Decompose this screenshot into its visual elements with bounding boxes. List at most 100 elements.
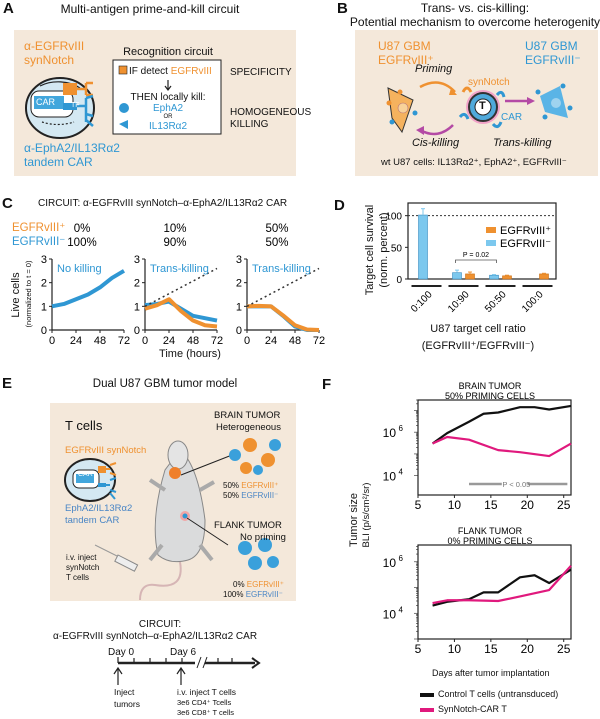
significance-bracket: [455, 259, 497, 263]
x-tick-label: 5: [415, 642, 422, 656]
series-synnotch: [432, 435, 572, 458]
pct-pos: 0%: [74, 223, 91, 235]
pct: 100%: [223, 590, 246, 599]
x-tick-label: 72: [211, 335, 223, 347]
e-car-label-line2: tandem CAR: [65, 515, 120, 526]
target-il13ra2: IL13Rα2: [148, 121, 188, 132]
y-tick-label: 2: [134, 278, 140, 290]
name: EGFRvIII⁺: [246, 580, 284, 589]
wt-u87-footnote: wt U87 cells: IL13Rα2⁺, EphA2⁺, EGFRvIII…: [381, 157, 567, 168]
if-text: IF detect: [129, 66, 171, 77]
brain-pct-pos: 50% EGFRvIII⁺: [223, 481, 278, 490]
y-tick-label: 0: [236, 325, 242, 337]
f-xlabel: Days after tumor implantation: [432, 668, 550, 678]
x-tick-label: 15: [484, 642, 498, 656]
y-tick-label: 1: [41, 301, 47, 313]
e-circuit-title: CIRCUIT:: [138, 619, 182, 630]
panel-a-title: Multi-antigen prime-and-kill circuit: [60, 2, 240, 16]
synnotch-label-line2: synNotch: [24, 53, 75, 67]
y-tick-label: 1: [236, 301, 242, 313]
car-label: CAR: [501, 112, 523, 123]
legend-swatch: [486, 227, 496, 233]
subplot-title: 0% PRIMING CELLS: [447, 536, 532, 546]
or-text: OR: [163, 114, 173, 120]
panel-b-label: B: [337, 0, 348, 17]
y-tick-label: 10: [383, 607, 397, 621]
d-xlabel2: (EGFRvIII⁺/EGFRvIII⁻): [421, 340, 535, 352]
series-control: [431, 404, 572, 445]
x-tick-label: 10: [448, 498, 462, 512]
trans-killing-label: Trans-killing: [493, 137, 552, 149]
y-tick-label: 10: [383, 556, 397, 570]
day6-label: Day 6: [170, 647, 197, 658]
x-tick-label: 0: [244, 335, 250, 347]
x-tick-label: 24: [163, 335, 175, 347]
if-detect-text: IF detect EGFRvIII: [129, 66, 212, 78]
egfrviii-neg-cell-line2: EGFRvIII⁻: [525, 53, 581, 67]
x-tick-label: 0: [49, 335, 55, 347]
panel-b-title-line1: Trans- vs. cis-killing:: [420, 1, 530, 15]
y-tick-label: 3: [134, 254, 140, 266]
subplot-title: FLANK TUMOR: [458, 526, 523, 536]
y-tick-label: 3: [236, 254, 242, 266]
legend-synnotch: SynNotch-CAR T: [438, 704, 507, 714]
series-reference: [144, 267, 218, 307]
pct-neg: 50%: [265, 237, 288, 249]
panel-c-circuit: CIRCUIT: α-EGFRvIII synNotch–α-EphA2/IL1…: [38, 198, 288, 209]
pct: 50%: [223, 491, 242, 500]
cis-killing-label: Cis-killing: [412, 137, 460, 149]
t-cell-label: T: [479, 100, 486, 112]
pct: 50%: [223, 481, 242, 490]
e-car-gene-label: CAR: [78, 471, 93, 478]
priming-label: Priming: [415, 63, 453, 75]
y-tick-label: 100: [385, 212, 402, 223]
c-xlabel: Time (hours): [159, 348, 221, 360]
y-tick-exponent: 6: [399, 554, 404, 563]
flank-tumor-label: FLANK TUMOR: [214, 520, 282, 531]
recognition-circuit-title: Recognition circuit: [123, 46, 213, 58]
panel-d-label: D: [334, 197, 345, 214]
plot-frame: [417, 399, 572, 496]
name: EGFRvIII⁻: [245, 590, 283, 599]
synnotch-label: synNotch: [468, 77, 510, 88]
inject-t-line1: i.v. inject T cells: [177, 687, 237, 697]
egfrviii-pos-cell-line2: EGFRvIII⁺: [378, 53, 434, 67]
killing-label: KILLING: [230, 119, 269, 130]
y-tick-exponent: 4: [399, 605, 404, 614]
inject-t-line3: 3e6 CD8⁺ T cells: [177, 708, 235, 717]
x-tick-label: 48: [187, 335, 199, 347]
y-tick-label: 2: [236, 278, 242, 290]
egfrviii-pos-cell-line1: U87 GBM: [378, 39, 431, 53]
y-tick-label: 3: [41, 254, 47, 266]
specificity-label: SPECIFICITY: [230, 67, 292, 78]
legend-swatch: [486, 240, 496, 246]
annotation: Trans-killing: [252, 263, 311, 275]
x-tick-label: 10: [448, 642, 462, 656]
series-orange: [144, 297, 218, 329]
inject-t-line2: 3e6 CD4⁺ Tcells: [177, 698, 232, 707]
y-tick-label: 1: [134, 301, 140, 313]
panel-f-label: F: [322, 376, 332, 393]
inject-tumors-line1: Inject: [114, 687, 135, 697]
x-tick-label: 0: [142, 335, 148, 347]
brain-tumor-label: BRAIN TUMOR: [214, 410, 281, 421]
e-circuit-text: α-EGFRvIII synNotch–α-EphA2/IL13Rα2 CAR: [52, 631, 258, 642]
y-tick-label: 0: [134, 325, 140, 337]
c-subplot-1: 0% 100% 0 1 2 3 0 24 48 72 No killing: [41, 223, 130, 347]
legend-control: Control T cells (untransduced): [438, 689, 559, 699]
row-egfrviii-pos: EGFRvIII⁺: [12, 222, 66, 234]
y-tick-exponent: 4: [399, 468, 404, 477]
y-tick-label: 2: [41, 278, 47, 290]
tf-label: TF: [71, 102, 80, 109]
day0-label: Day 0: [108, 647, 135, 658]
if-antigen: EGFRvIII: [170, 66, 212, 77]
pct-neg: 90%: [163, 237, 186, 249]
legend-label: EGFRvIII⁻: [500, 238, 551, 250]
c-subplot-2: 10% 90% 0 1 2 3 0 24 48 72 Trans-killing: [134, 223, 223, 347]
panel-c-label: C: [2, 195, 13, 212]
legend-label: EGFRvIII⁺: [500, 225, 551, 237]
